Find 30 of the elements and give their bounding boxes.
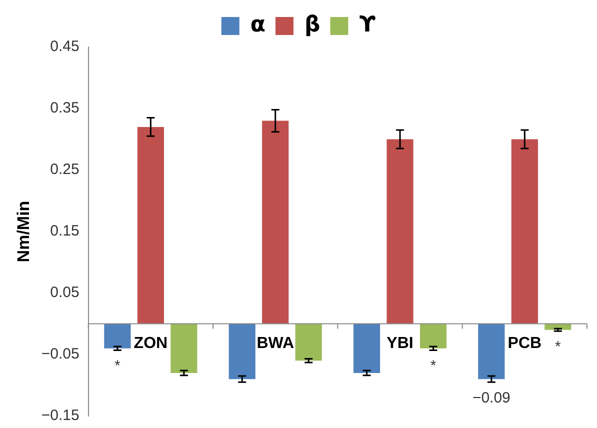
x-tick-label: ZON <box>134 335 168 352</box>
y-tick-label: −0.05 <box>41 346 80 363</box>
y-tick-label: 0.35 <box>50 100 80 117</box>
bar <box>353 324 380 373</box>
y-tick-label: 0.25 <box>50 161 80 178</box>
bar <box>262 120 289 324</box>
legend-label: β <box>304 12 320 38</box>
bar <box>137 126 164 324</box>
bar <box>386 139 414 324</box>
data-label: * <box>554 338 561 356</box>
y-tick-label: 0.15 <box>50 222 80 240</box>
x-tick-label: PCB <box>508 335 542 352</box>
bar <box>478 324 505 380</box>
data-label: * <box>114 357 121 374</box>
y-tick-label: 0.05 <box>50 284 80 302</box>
bar <box>511 139 538 324</box>
y-axis-title: Nm/Min <box>14 200 33 262</box>
bar <box>420 324 447 348</box>
bar <box>295 324 322 361</box>
y-tick-label: −0.15 <box>41 407 80 424</box>
x-tick-label: YBI <box>386 335 414 352</box>
data-label: −0.09 <box>472 389 510 406</box>
data-label: * <box>430 357 436 374</box>
x-tick-label: BWA <box>256 335 294 352</box>
legend-label: ϒ <box>359 12 376 38</box>
bar <box>170 324 198 373</box>
bar <box>228 324 256 380</box>
y-tick-label: 0.45 <box>50 38 80 56</box>
bar <box>104 324 131 348</box>
legend-label: α <box>250 12 266 38</box>
